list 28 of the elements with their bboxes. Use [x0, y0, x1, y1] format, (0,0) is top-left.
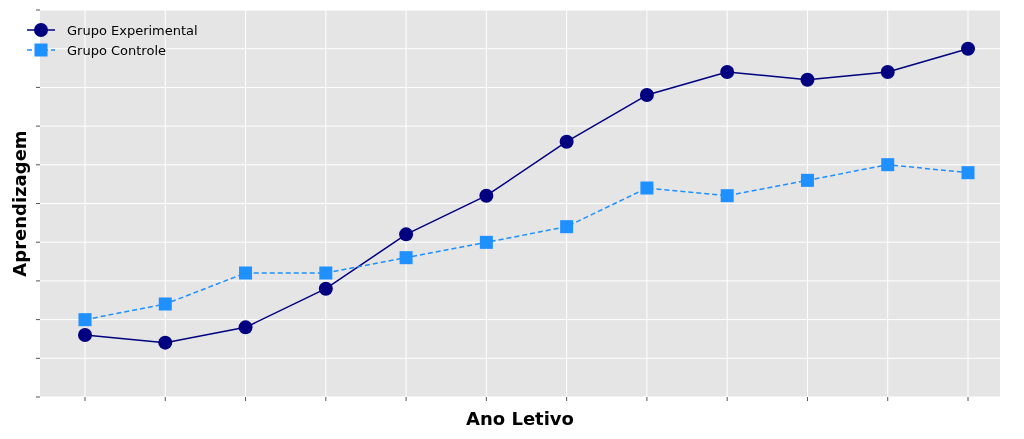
point: [961, 166, 975, 180]
point: [720, 189, 734, 203]
point: [78, 313, 92, 327]
point: [800, 173, 814, 187]
point: [881, 158, 895, 172]
x-axis-title: Ano Letivo: [466, 408, 574, 429]
point: [78, 328, 92, 342]
point: [559, 134, 574, 149]
point: [800, 72, 815, 87]
y-axis-title: Aprendizagem: [9, 130, 30, 277]
point: [238, 320, 253, 335]
point: [399, 227, 414, 242]
point: [158, 335, 173, 350]
point: [399, 251, 413, 265]
legend-label: Grupo Controle: [67, 43, 166, 58]
point: [560, 220, 574, 234]
point: [479, 235, 493, 249]
point: [639, 88, 654, 103]
point: [318, 281, 333, 296]
point: [319, 266, 333, 280]
point: [961, 41, 975, 56]
point: [880, 65, 895, 80]
point: [239, 266, 253, 280]
point: [720, 65, 735, 80]
point: [640, 181, 654, 195]
point: [158, 297, 172, 311]
point: [479, 188, 494, 203]
legend-label: Grupo Experimental: [67, 23, 198, 38]
